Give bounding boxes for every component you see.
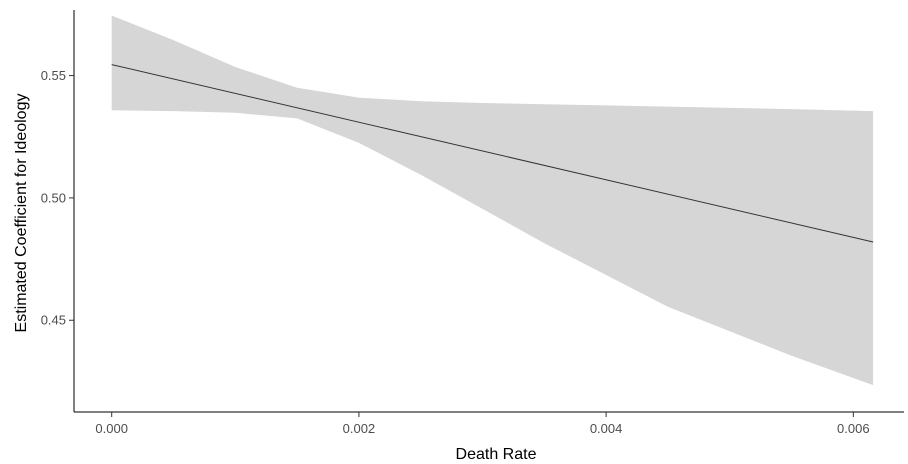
x-tick-label: 0.000 xyxy=(95,421,128,436)
ticks: 0.000 0.002 0.004 0.006 0.45 0.50 0.55 xyxy=(41,68,870,436)
confidence-band xyxy=(111,15,874,386)
y-tick-label: 0.45 xyxy=(41,313,66,328)
axes xyxy=(73,10,904,413)
x-tick-label: 0.002 xyxy=(343,421,376,436)
plot-panel xyxy=(111,15,874,386)
y-tick-label: 0.55 xyxy=(41,68,66,83)
x-tick-label: 0.004 xyxy=(590,421,623,436)
x-tick-label: 0.006 xyxy=(837,421,870,436)
x-axis-title: Death Rate xyxy=(456,446,537,463)
y-axis-title: Estimated Coefficient for Ideology xyxy=(13,94,30,333)
y-tick-label: 0.50 xyxy=(41,190,66,205)
fitted-line xyxy=(111,64,874,243)
